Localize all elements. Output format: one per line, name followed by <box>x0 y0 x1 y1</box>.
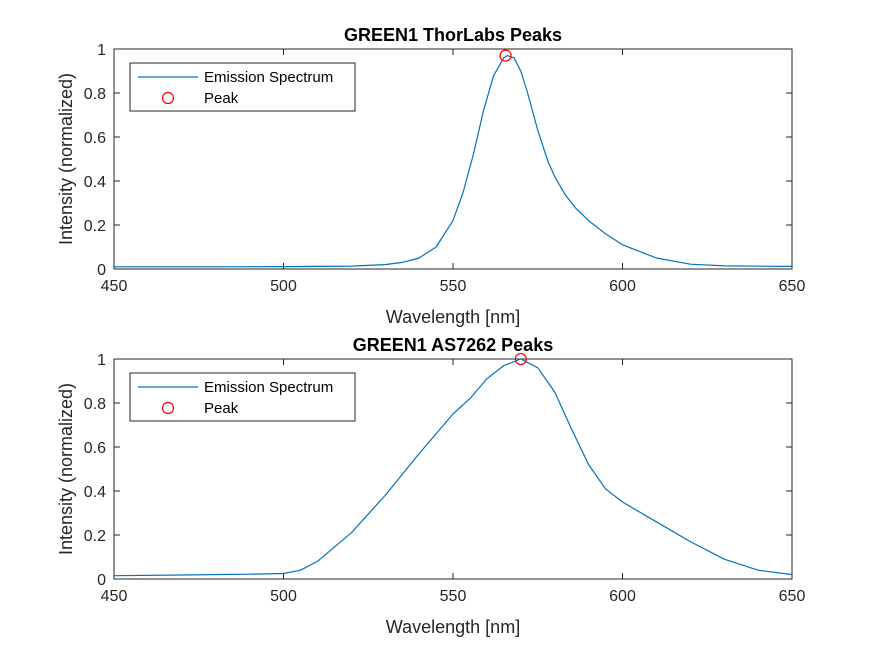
x-tick-label: 650 <box>779 588 806 605</box>
chart-title: GREEN1 ThorLabs Peaks <box>344 25 562 45</box>
y-tick-label: 1 <box>97 42 106 59</box>
x-tick-label: 500 <box>270 588 297 605</box>
y-tick-label: 0.6 <box>84 440 106 457</box>
y-tick-label: 0.2 <box>84 528 106 545</box>
y-tick-label: 0.4 <box>84 174 106 191</box>
legend-entry-label: Emission Spectrum <box>204 69 333 86</box>
x-tick-label: 650 <box>779 278 806 295</box>
y-tick-label: 0 <box>97 262 106 279</box>
y-tick-label: 0.8 <box>84 86 106 103</box>
legend-entry-label: Peak <box>204 90 239 107</box>
x-axis-label: Wavelength [nm] <box>386 617 520 637</box>
x-tick-label: 550 <box>440 588 467 605</box>
y-tick-label: 0 <box>97 572 106 589</box>
y-axis-label: Intensity (normalized) <box>56 73 76 245</box>
peak-marker <box>514 352 527 366</box>
legend: Emission Spectrum Peak <box>129 372 356 422</box>
x-tick-label: 600 <box>609 588 636 605</box>
y-axis-label: Intensity (normalized) <box>56 383 76 555</box>
x-tick-label: 550 <box>440 278 467 295</box>
legend-peak-marker <box>161 401 175 415</box>
y-tick-label: 0.2 <box>84 218 106 235</box>
y-tick-label: 0.4 <box>84 484 106 501</box>
x-tick-label: 500 <box>270 278 297 295</box>
y-tick-label: 0.8 <box>84 396 106 413</box>
chart-title: GREEN1 AS7262 Peaks <box>353 335 553 355</box>
x-tick-label: 450 <box>101 278 128 295</box>
legend-peak-marker <box>161 91 175 105</box>
chart-panel-2: GREEN1 AS7262 Peaks 450 500 550 600 650 0 0.2 0.… <box>56 335 805 637</box>
legend: Emission Spectrum Peak <box>129 62 356 112</box>
y-tick-label: 1 <box>97 352 106 369</box>
legend-entry-label: Emission Spectrum <box>204 379 333 396</box>
x-tick-label: 600 <box>609 278 636 295</box>
x-axis-label: Wavelength [nm] <box>386 307 520 327</box>
emission-spectrum-line <box>113 358 793 577</box>
x-tick-label: 450 <box>101 588 128 605</box>
peak-marker <box>499 49 512 62</box>
chart-panel-1: GREEN1 ThorLabs Peaks 450 500 550 600 650 0 0.2… <box>56 25 805 327</box>
y-tick-label: 0.6 <box>84 130 106 147</box>
legend-entry-label: Peak <box>204 400 239 417</box>
